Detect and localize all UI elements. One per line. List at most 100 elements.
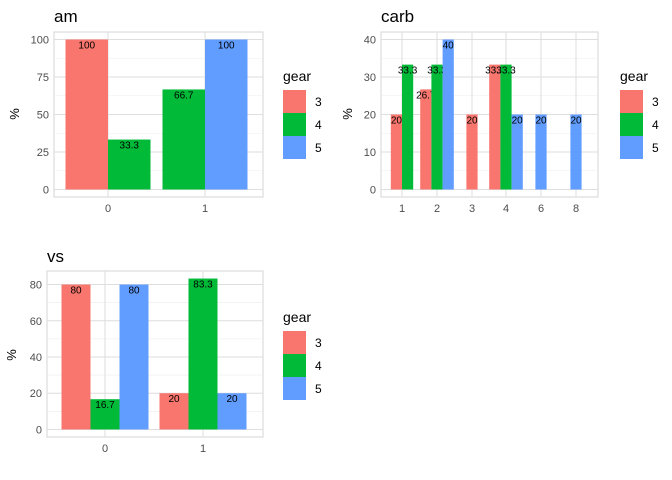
- x-tick-label: 0: [105, 203, 111, 215]
- bar-gear-4: [431, 64, 443, 190]
- x-tick-label: 1: [200, 443, 206, 455]
- panel-title: vs: [47, 247, 64, 266]
- bar-gear-3: [65, 39, 108, 190]
- y-tick-label: 20: [30, 388, 42, 400]
- panel-title: am: [54, 7, 78, 26]
- legend-title: gear: [283, 309, 311, 325]
- x-tick-label: 1: [399, 203, 405, 215]
- legend-label: 4: [315, 118, 322, 132]
- data-label: 26.7: [416, 90, 436, 101]
- y-tick-label: 60: [30, 316, 42, 328]
- data-label: 66.7: [174, 90, 194, 101]
- y-tick-label: 0: [43, 185, 49, 197]
- legend-title: gear: [620, 68, 648, 84]
- y-tick-label: 0: [370, 185, 376, 197]
- data-label: 80: [70, 286, 82, 297]
- legend: gear 3 4 5: [620, 68, 659, 159]
- bar-gear-5: [535, 114, 547, 190]
- legend: gear 3 4 5: [283, 68, 322, 159]
- plot-area: 0 20 40 60 80 0 1 80 16.7 80 20 83.3 20: [30, 270, 264, 455]
- x-tick-label: 0: [102, 443, 108, 455]
- legend-key-4: [283, 113, 306, 136]
- bar-gear-4: [108, 139, 151, 190]
- y-tick-label: 100: [31, 35, 49, 47]
- legend-key-4: [620, 113, 643, 136]
- bar-gear-3: [466, 114, 478, 190]
- y-tick-label: 0: [36, 424, 42, 436]
- data-label: 100: [78, 41, 95, 52]
- panel-am: am % 0 25 50 75 100 0 1 100 33.3 66.7 100 gear 3 4 5: [7, 7, 322, 215]
- data-label: 33.3: [120, 141, 140, 152]
- data-label: 80: [128, 286, 140, 297]
- legend-label: 5: [315, 141, 322, 155]
- x-tick-label: 6: [538, 203, 544, 215]
- legend-key-3: [283, 331, 306, 354]
- bar-gear-4: [500, 64, 512, 190]
- legend: gear 3 4 5: [283, 309, 322, 400]
- x-tick-label: 1: [202, 203, 208, 215]
- bar-gear-3: [489, 64, 501, 190]
- y-axis-label: %: [7, 108, 22, 120]
- legend-label: 4: [315, 359, 322, 373]
- legend-title: gear: [283, 68, 311, 84]
- panel-vs: vs % 0 20 40 60 80 0 1 80 16.7 80 20 83.3 20 gear 3 4 5: [4, 247, 322, 455]
- y-tick-label: 20: [364, 110, 376, 122]
- bar-gear-4: [188, 278, 218, 430]
- bar-gear-3: [159, 393, 189, 430]
- y-axis-label: %: [340, 108, 355, 120]
- legend-label: 5: [315, 382, 322, 396]
- data-label: 20: [391, 116, 403, 127]
- legend-label: 5: [652, 141, 659, 155]
- bar-gear-5: [442, 39, 454, 190]
- bar-gear-3: [61, 284, 91, 430]
- x-tick-label: 4: [503, 203, 509, 215]
- x-tick-label: 3: [469, 203, 475, 215]
- plot-area: 0 25 50 75 100 0 1 100 33.3 66.7 100: [31, 31, 264, 215]
- data-label: 83.3: [193, 280, 213, 291]
- y-tick-label: 80: [30, 280, 42, 292]
- legend-label: 3: [652, 95, 659, 109]
- data-label: 20: [512, 116, 524, 127]
- legend-label: 4: [652, 118, 659, 132]
- legend-key-3: [620, 90, 643, 113]
- y-tick-label: 40: [364, 35, 376, 47]
- bar-gear-5: [570, 114, 582, 190]
- y-tick-label: 40: [30, 352, 42, 364]
- data-label: 20: [535, 116, 547, 127]
- bar-gear-5: [205, 39, 248, 190]
- legend-key-4: [283, 354, 306, 377]
- bar-gear-4: [162, 89, 205, 190]
- bar-gear-4: [402, 64, 414, 190]
- y-tick-label: 25: [37, 147, 49, 159]
- y-tick-label: 75: [37, 72, 49, 84]
- y-tick-label: 30: [364, 72, 376, 84]
- data-label: 20: [570, 116, 582, 127]
- data-label: 33.3: [485, 66, 505, 77]
- y-axis-label: %: [4, 349, 19, 361]
- data-label: 100: [218, 41, 235, 52]
- panel-carb: carb % 0 10 20 30 40 1 2 3 4 6 8 20 33.3 26.7 33.3 40 20…: [340, 7, 659, 215]
- data-label: 33.3: [427, 66, 447, 77]
- data-label: 33.3: [496, 66, 516, 77]
- y-tick-label: 50: [37, 110, 49, 122]
- bar-gear-3: [390, 114, 402, 190]
- x-tick-label: 8: [573, 203, 579, 215]
- data-label: 33.3: [398, 66, 418, 77]
- legend-key-5: [283, 377, 306, 400]
- legend-key-3: [283, 90, 306, 113]
- legend-key-5: [620, 136, 643, 159]
- data-label: 16.7: [95, 400, 115, 411]
- y-tick-label: 10: [364, 147, 376, 159]
- bar-gear-5: [511, 114, 523, 190]
- legend-key-5: [283, 136, 306, 159]
- bar-gear-4: [90, 399, 120, 430]
- data-label: 40: [443, 41, 455, 52]
- data-label: 20: [168, 394, 180, 405]
- bar-gear-3: [420, 89, 432, 190]
- data-label: 20: [226, 394, 238, 405]
- legend-label: 3: [315, 336, 322, 350]
- bar-gear-5: [119, 284, 149, 430]
- x-tick-label: 2: [434, 203, 440, 215]
- data-label: 20: [466, 116, 478, 127]
